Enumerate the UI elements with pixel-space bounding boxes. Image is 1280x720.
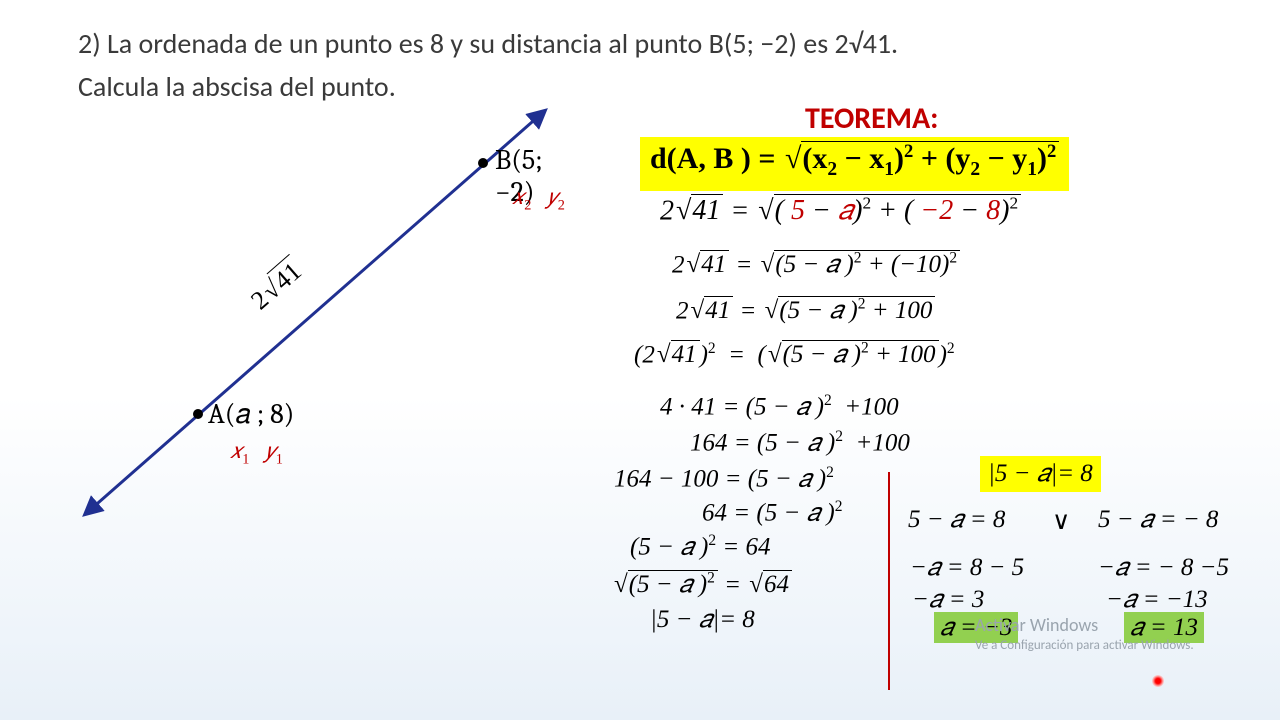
step-11: |5 − 𝑎|= 8 [650, 606, 755, 634]
line-diagram: A(𝑎 ; 8) 𝑥1𝑦1 B(5; −2) 𝑥2𝑦2 241 [70, 100, 570, 540]
step-9: (5 − 𝑎 )2 = 64 [630, 532, 770, 561]
step-2: 241 = (5 − 𝑎 )2 + (−10)2 [672, 250, 960, 279]
step-4: (241)2 = ((5 − 𝑎 )2 + 100)2 [634, 340, 955, 369]
step-10: (5 − 𝑎 )2 = 64 [612, 570, 792, 599]
step-6: 164 = (5 − 𝑎 )2 +100 [690, 428, 910, 457]
point-A-subscripts: 𝑥1𝑦1 [230, 438, 299, 468]
problem-line1: 2) La ordenada de un punto es 8 y su dis… [78, 26, 898, 61]
step-3: 241 = (5 − 𝑎 )2 + 100 [676, 296, 935, 325]
step-5: 4 · 41 = (5 − 𝑎 )2 +100 [660, 392, 899, 421]
point-B-subscripts: 𝑥2𝑦2 [512, 184, 581, 214]
case-2-line2: −𝑎 = −13 [1106, 586, 1208, 614]
step-1: 241 = ( 5 − 𝑎)2 + ( −2 − 8)2 [660, 194, 1021, 227]
abs-value-highlight: |5 − 𝑎|= 8 [980, 456, 1101, 492]
windows-watermark-sub: Ve a Configuración para activar Windows. [975, 638, 1194, 653]
windows-watermark-title: Activar Windows [975, 614, 1098, 636]
segment-line [90, 115, 540, 510]
point-B-dot [478, 158, 488, 168]
or-symbol: ∨ [1052, 506, 1070, 536]
distance-formula: d(A, B ) = (x2 − x1)2 + (y2 − y1)2 [640, 137, 1069, 191]
point-A-dot [193, 409, 203, 419]
step-8: 64 = (5 − 𝑎 )2 [702, 498, 842, 527]
case-1-line1: −𝑎 = 8 − 5 [910, 554, 1024, 582]
case-2-eq: 5 − 𝑎 = − 8 [1098, 506, 1218, 534]
case-1-line2: −𝑎 = 3 [912, 586, 984, 614]
case-1-eq: 5 − 𝑎 = 8 [908, 506, 1005, 534]
teorema-heading: TEOREMA: [805, 100, 938, 137]
case-2-line1: −𝑎 = − 8 −5 [1098, 554, 1229, 582]
point-A-label: A(𝑎 ; 8) [208, 398, 294, 431]
step-7: 164 − 100 = (5 − 𝑎 )2 [614, 464, 834, 493]
vertical-divider [888, 472, 890, 690]
laser-pointer-icon [1152, 675, 1164, 687]
problem-text: 2) La ordenada de un punto es 8 y su dis… [78, 22, 1198, 109]
